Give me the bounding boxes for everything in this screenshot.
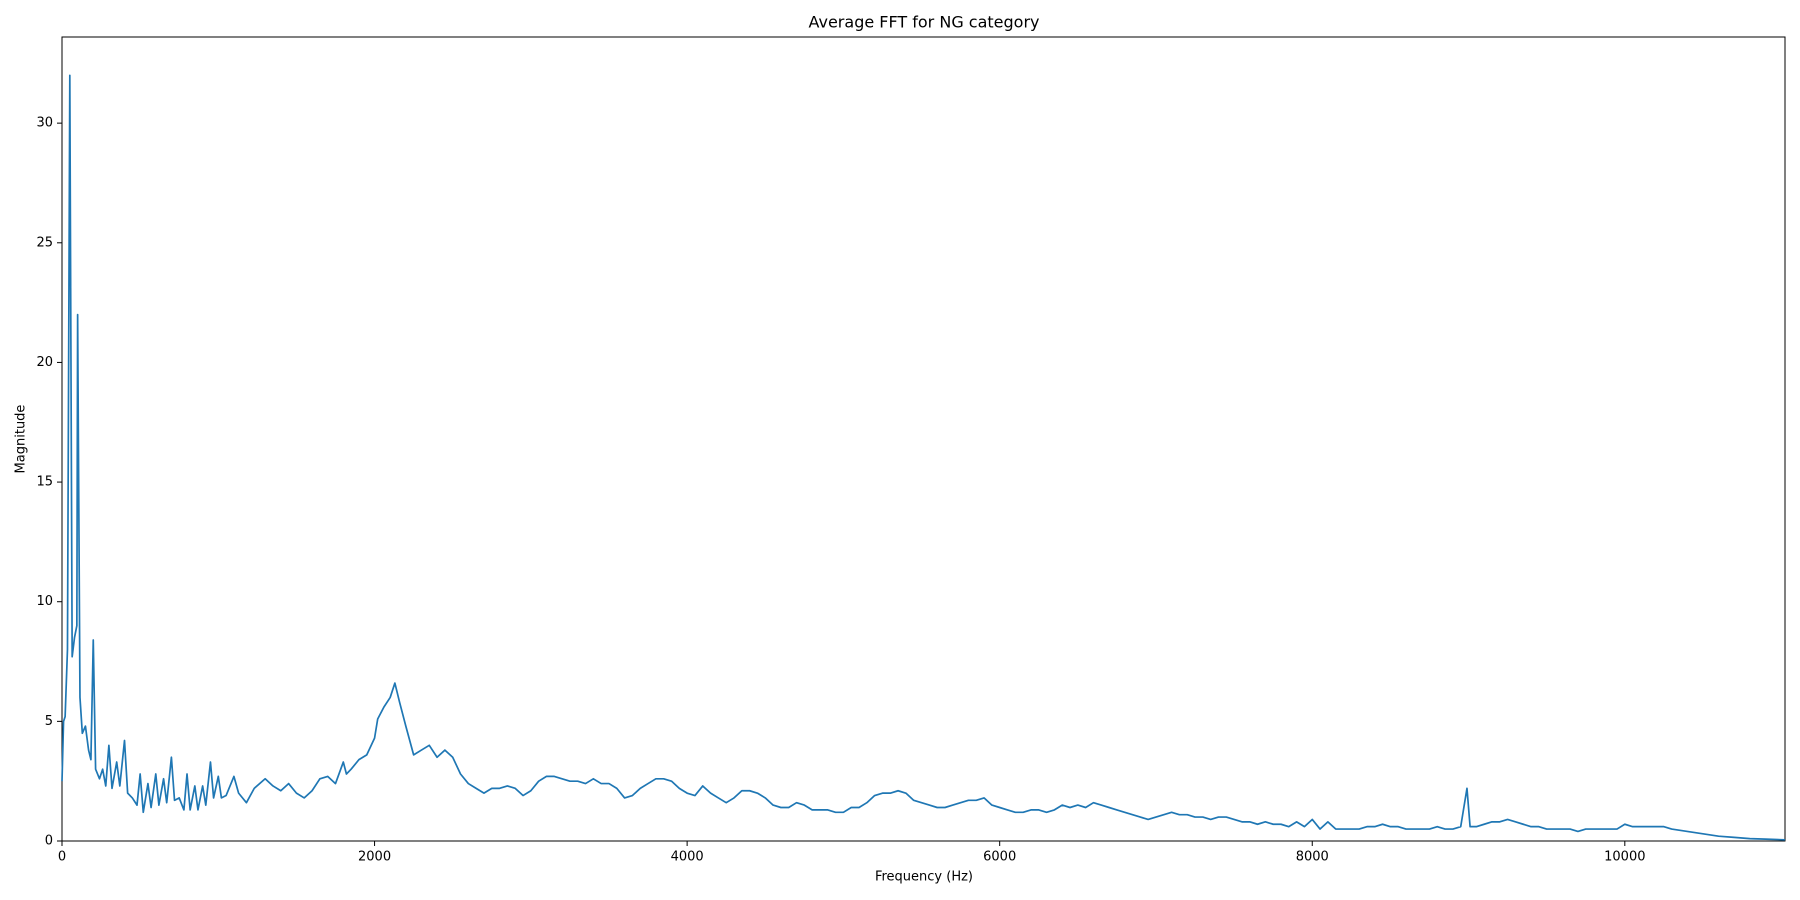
plot-frame — [61, 36, 1786, 842]
data-line — [61, 74, 1786, 841]
x-axis-label: Frequency (Hz) — [875, 870, 973, 885]
x-tick-label: 4000 — [671, 850, 704, 865]
chart-title: Average FFT for NG category — [808, 13, 1039, 32]
x-tick-label: 10000 — [1604, 850, 1645, 865]
x-tick-label: 8000 — [1296, 850, 1329, 865]
x-tick-label: 6000 — [983, 850, 1016, 865]
x-tick-label: 0 — [58, 850, 66, 865]
y-tick-label: 10 — [36, 594, 53, 609]
y-tick-label: 15 — [36, 475, 53, 490]
y-tick-label: 25 — [36, 235, 53, 250]
x-tick-label: 2000 — [358, 850, 391, 865]
y-tick-label: 20 — [36, 355, 53, 370]
y-tick-label: 5 — [45, 714, 53, 729]
y-tick-label: 30 — [36, 116, 53, 131]
y-tick-label: 0 — [45, 834, 53, 849]
y-axis-label: Magnitude — [14, 405, 29, 474]
